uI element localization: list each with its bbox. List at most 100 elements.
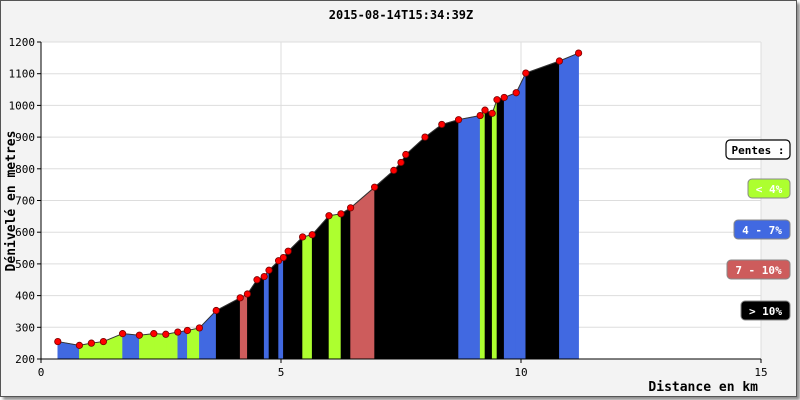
tick-labels: 200 300 400 500 600 700 800 900 1000 1100 1200 0 5 10… <box>9 36 768 379</box>
data-point <box>279 253 287 262</box>
x-tick-label: 5 <box>278 366 285 379</box>
slope-segment <box>484 109 493 360</box>
x-tick-label: 0 <box>38 366 45 379</box>
data-point <box>555 57 564 65</box>
slope-segment <box>479 109 486 360</box>
data-point <box>512 89 520 97</box>
data-points <box>54 49 583 349</box>
data-point <box>195 324 203 332</box>
legend-swatch <box>726 259 791 280</box>
slope-segment <box>496 97 505 360</box>
slope-legend: Pentes : < 4% 4 - 7% 7 - 10% > 10% <box>725 139 791 321</box>
data-point <box>298 233 307 241</box>
slope-segment <box>441 119 459 360</box>
legend-swatch <box>740 300 791 321</box>
legend-swatch <box>733 219 791 240</box>
y-tick-label: 600 <box>15 226 35 239</box>
data-point <box>174 328 182 336</box>
y-axis-label: Dénivelé en metres <box>4 131 19 272</box>
slope-segment <box>424 123 443 360</box>
y-tick-label: 500 <box>15 258 35 271</box>
data-point <box>54 337 62 346</box>
data-point <box>493 96 501 104</box>
data-point <box>308 231 316 239</box>
data-point <box>284 247 292 255</box>
data-point <box>135 331 143 339</box>
y-tick-label: 300 <box>15 321 35 334</box>
slope-segment <box>350 186 375 360</box>
data-point <box>488 109 496 117</box>
chart-title: 2015-08-14T15:34:39Z <box>329 8 474 22</box>
slope-segment <box>393 161 402 360</box>
slope-segment <box>283 250 289 360</box>
slope-segment <box>239 293 248 360</box>
slope-segment <box>405 136 426 360</box>
legend-entry-label: 7 - 10% <box>735 264 782 277</box>
legend-entry-label: > 10% <box>749 305 782 318</box>
y-tick-label: 1100 <box>9 68 36 81</box>
slope-segment <box>287 236 303 360</box>
x-tick-label: 10 <box>514 366 527 379</box>
slope-segment <box>340 207 351 360</box>
y-tick-label: 800 <box>15 163 35 176</box>
data-point <box>99 337 108 346</box>
data-point <box>402 150 410 159</box>
data-point <box>454 116 463 124</box>
slope-segment <box>458 115 481 360</box>
y-tick-label: 200 <box>15 353 35 366</box>
y-tick-label: 400 <box>15 290 35 303</box>
data-point <box>370 183 379 191</box>
data-point <box>265 266 273 274</box>
data-point <box>390 166 398 174</box>
x-axis-label: Distance en km <box>648 380 758 395</box>
slope-segment <box>491 99 498 360</box>
slope-segment <box>278 257 284 360</box>
slope-segment <box>525 60 560 360</box>
y-tick-label: 900 <box>15 131 35 144</box>
legend-entry-label: 4 - 7% <box>742 224 782 237</box>
slope-segment <box>302 234 313 360</box>
legend-title-box <box>725 139 791 160</box>
y-tick-label: 1000 <box>9 99 36 112</box>
data-point <box>476 111 484 120</box>
data-point <box>522 69 530 77</box>
data-point <box>75 341 84 349</box>
data-point <box>253 276 261 284</box>
data-point <box>500 93 508 102</box>
slope-segment <box>328 213 342 360</box>
slope-segment <box>374 169 395 360</box>
data-point <box>260 272 268 281</box>
slope-segment <box>400 153 407 360</box>
data-point <box>183 326 191 335</box>
data-point <box>212 306 220 315</box>
data-point <box>574 49 583 57</box>
slope-segment <box>503 92 517 360</box>
data-point <box>346 204 355 212</box>
legend-title: Pentes : <box>732 144 785 157</box>
slope-segment <box>515 72 527 360</box>
data-point <box>397 158 405 167</box>
slope-segment <box>153 333 167 360</box>
data-point <box>162 330 170 338</box>
data-point <box>337 210 345 218</box>
data-point <box>438 120 446 129</box>
slope-segment <box>263 269 270 360</box>
data-point <box>325 212 333 220</box>
slope-segment <box>559 52 579 360</box>
data-point <box>243 290 251 298</box>
data-point <box>236 294 244 302</box>
x-tick-label: 15 <box>754 366 767 379</box>
y-tick-label: 1200 <box>9 36 36 49</box>
data-point <box>421 133 429 141</box>
legend-entry-label: < 4% <box>756 183 783 196</box>
data-point <box>150 330 158 338</box>
slope-segment <box>256 276 265 360</box>
data-point <box>87 339 96 347</box>
slope-areas <box>57 52 579 360</box>
legend-swatch <box>747 178 791 199</box>
data-point <box>119 330 127 338</box>
y-tick-label: 700 <box>15 195 35 208</box>
slope-segment <box>268 260 279 360</box>
